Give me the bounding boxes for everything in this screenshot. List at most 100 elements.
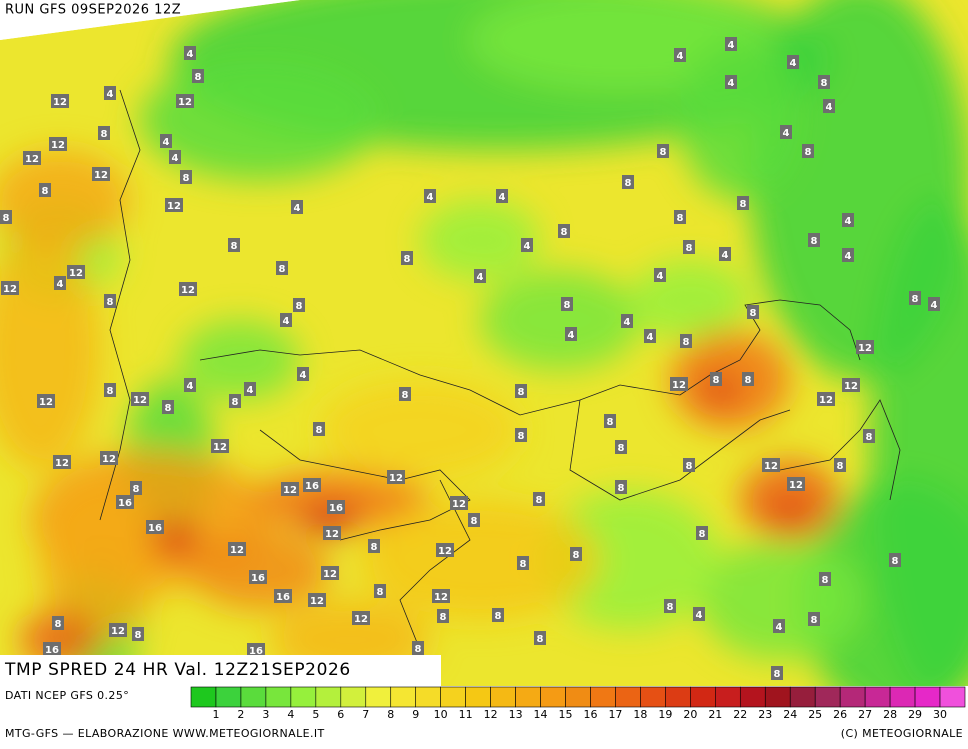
value-label: 8: [625, 178, 632, 189]
value-label-box: [680, 334, 692, 348]
value-label: 12: [310, 596, 324, 607]
value-label-box: [842, 378, 860, 392]
value-label: 12: [102, 454, 116, 465]
value-label: 8: [55, 619, 62, 630]
value-label: 8: [866, 432, 873, 443]
value-label-box: [303, 478, 321, 492]
value-label: 12: [354, 614, 368, 625]
value-label-box: [352, 611, 370, 625]
value-label-box: [604, 414, 616, 428]
field-patch: [420, 200, 540, 280]
value-label-box: [51, 94, 69, 108]
value-label: 12: [819, 395, 833, 406]
value-label: 8: [618, 483, 625, 494]
value-label: 12: [55, 458, 69, 469]
value-label: 16: [251, 573, 265, 584]
value-label: 16: [329, 503, 343, 514]
value-label-box: [1, 281, 19, 295]
value-label: 12: [438, 546, 452, 557]
value-label: 4: [283, 316, 290, 327]
value-label-box: [674, 48, 686, 62]
field-patch: [740, 460, 840, 540]
colorbar-tick-label: 28: [883, 708, 897, 721]
value-label: 4: [677, 51, 684, 62]
field-patch: [680, 40, 800, 200]
value-label-box: [725, 75, 737, 89]
color-swatch: [490, 686, 516, 708]
value-label: 4: [624, 317, 631, 328]
colorbar-tick-label: 26: [833, 708, 847, 721]
value-label: 8: [377, 587, 384, 598]
value-label-box: [674, 210, 686, 224]
value-label-box: [0, 210, 12, 224]
value-label-box: [130, 481, 142, 495]
value-label-box: [160, 134, 172, 148]
value-label: 12: [181, 285, 195, 296]
colorbar-tick-label: 30: [933, 708, 947, 721]
colorbar-tick-label: 4: [287, 708, 294, 721]
value-label-box: [52, 616, 64, 630]
value-label: 12: [789, 480, 803, 491]
value-label: 8: [231, 241, 238, 252]
value-label-box: [116, 495, 134, 509]
value-label-box: [747, 305, 759, 319]
field-patch: [140, 60, 380, 180]
value-label-box: [244, 382, 256, 396]
value-label-box: [98, 126, 110, 140]
value-label-box: [184, 46, 196, 60]
colorbar-tick-label: 18: [633, 708, 647, 721]
value-label-box: [474, 269, 486, 283]
value-label-box: [802, 144, 814, 158]
color-swatch: [415, 686, 441, 708]
value-label: 8: [677, 213, 684, 224]
value-label: 4: [477, 272, 484, 283]
value-label-box: [450, 496, 468, 510]
map-title: TMP SPRED 24 HR Val. 12Z21SEP2026: [4, 660, 351, 680]
value-label-box: [49, 137, 67, 151]
value-label: 8: [811, 615, 818, 626]
value-label-box: [146, 520, 164, 534]
value-label: 16: [249, 646, 263, 657]
value-label-box: [281, 482, 299, 496]
value-label: 8: [618, 443, 625, 454]
source-note: DATI NCEP GFS 0.25°: [5, 689, 129, 702]
value-label-box: [889, 553, 901, 567]
value-label-box: [162, 400, 174, 414]
footer-left: MTG-GFS — ELABORAZIONE WWW.METEOGIORNALE…: [5, 727, 325, 740]
value-label-box: [179, 282, 197, 296]
value-label-box: [787, 477, 805, 491]
value-label-box: [771, 666, 783, 680]
colorbar-tick-label: 3: [262, 708, 269, 721]
value-label-box: [654, 268, 666, 282]
value-label-box: [725, 37, 737, 51]
value-label: 8: [713, 375, 720, 386]
value-label-box: [780, 125, 792, 139]
value-label: 8: [536, 495, 543, 506]
value-label-box: [683, 240, 695, 254]
value-label-box: [737, 196, 749, 210]
value-label-box: [92, 167, 110, 181]
value-label-box: [664, 599, 676, 613]
value-label: 4: [187, 49, 194, 60]
color-swatch: [839, 686, 866, 708]
value-label: 12: [25, 154, 39, 165]
value-label-box: [808, 612, 820, 626]
value-label: 4: [499, 192, 506, 203]
value-label-box: [192, 69, 204, 83]
field-patch: [180, 320, 300, 400]
field-patch: [630, 260, 750, 340]
value-label-box: [132, 627, 144, 641]
value-label: 4: [427, 192, 434, 203]
value-label: 4: [187, 381, 194, 392]
value-label-box: [176, 94, 194, 108]
color-swatch: [665, 686, 691, 708]
field-patch: [480, 270, 640, 370]
value-label-box: [693, 607, 705, 621]
value-label-box: [842, 213, 854, 227]
value-label-box: [368, 539, 380, 553]
value-label: 8: [316, 425, 323, 436]
value-label-box: [834, 458, 846, 472]
color-swatch: [914, 686, 941, 708]
footer-right: (C) METEOGIORNALE: [841, 727, 963, 740]
value-label-box: [517, 556, 529, 570]
